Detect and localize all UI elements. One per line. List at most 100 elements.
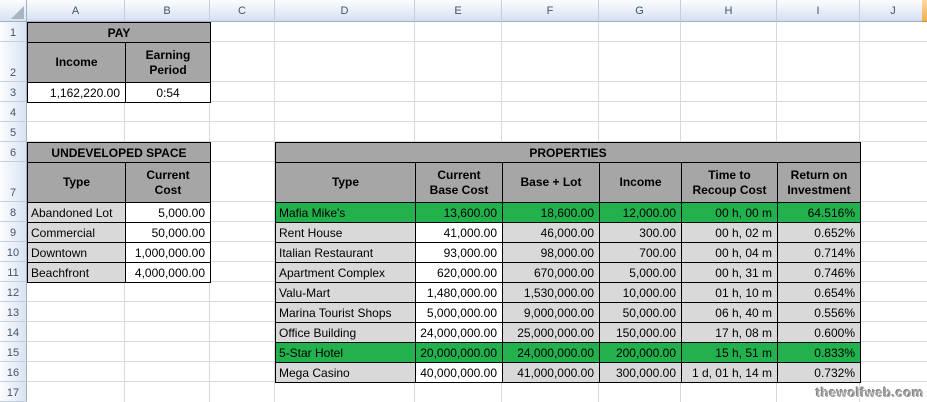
- properties-cell-return-on-investment[interactable]: 0.652%: [778, 223, 861, 243]
- column-header-i[interactable]: I: [777, 0, 860, 22]
- properties-cell-current-base-cost[interactable]: 13,600.00: [416, 203, 503, 223]
- undeveloped-type-cell[interactable]: Abandoned Lot: [28, 203, 126, 223]
- properties-cell-time-to-recoup[interactable]: 00 h, 02 m: [682, 223, 778, 243]
- properties-cell-type[interactable]: Apartment Complex: [276, 263, 416, 283]
- properties-cell-base-plus-lot[interactable]: 1,530,000.00: [503, 283, 600, 303]
- properties-cell-current-base-cost[interactable]: 93,000.00: [416, 243, 503, 263]
- properties-cell-current-base-cost[interactable]: 620,000.00: [416, 263, 503, 283]
- undeveloped-type-cell[interactable]: Commercial: [28, 223, 126, 243]
- properties-header-return-on-investment[interactable]: Return on Investment: [778, 163, 861, 203]
- properties-cell-time-to-recoup[interactable]: 15 h, 51 m: [682, 343, 778, 363]
- row-header-9[interactable]: 9: [0, 222, 27, 242]
- properties-header-time-to-recoup[interactable]: Time to Recoup Cost: [682, 163, 778, 203]
- column-header-j[interactable]: J: [860, 0, 927, 22]
- properties-cell-current-base-cost[interactable]: 40,000,000.00: [416, 363, 503, 383]
- row-header-16[interactable]: 16: [0, 362, 27, 382]
- column-header-e[interactable]: E: [415, 0, 502, 22]
- row-header-6[interactable]: 6: [0, 142, 27, 162]
- properties-cell-time-to-recoup[interactable]: 06 h, 40 m: [682, 303, 778, 323]
- properties-header-base-plus-lot[interactable]: Base + Lot: [503, 163, 600, 203]
- properties-header-current-base-cost[interactable]: Current Base Cost: [416, 163, 503, 203]
- column-header-g[interactable]: G: [599, 0, 681, 22]
- undeveloped-cost-cell[interactable]: 1,000,000.00: [126, 243, 211, 263]
- properties-cell-base-plus-lot[interactable]: 46,000.00: [503, 223, 600, 243]
- properties-cell-base-plus-lot[interactable]: 41,000,000.00: [503, 363, 600, 383]
- column-header-f[interactable]: F: [502, 0, 599, 22]
- properties-cell-income[interactable]: 5,000.00: [600, 263, 682, 283]
- pay-income-value[interactable]: 1,162,220.00: [28, 83, 126, 103]
- properties-cell-current-base-cost[interactable]: 20,000,000.00: [416, 343, 503, 363]
- properties-cell-time-to-recoup[interactable]: 1 d, 01 h, 14 m: [682, 363, 778, 383]
- properties-cell-time-to-recoup[interactable]: 00 h, 31 m: [682, 263, 778, 283]
- properties-cell-return-on-investment[interactable]: 0.714%: [778, 243, 861, 263]
- pay-header-income[interactable]: Income: [28, 43, 126, 83]
- properties-cell-type[interactable]: 5-Star Hotel: [276, 343, 416, 363]
- properties-cell-base-plus-lot[interactable]: 9,000,000.00: [503, 303, 600, 323]
- properties-cell-current-base-cost[interactable]: 5,000,000.00: [416, 303, 503, 323]
- properties-cell-base-plus-lot[interactable]: 25,000,000.00: [503, 323, 600, 343]
- properties-cell-base-plus-lot[interactable]: 670,000.00: [503, 263, 600, 283]
- pay-earning-period-value[interactable]: 0:54: [126, 83, 211, 103]
- row-header-17[interactable]: 17: [0, 382, 27, 402]
- row-header-11[interactable]: 11: [0, 262, 27, 282]
- column-header-b[interactable]: B: [125, 0, 210, 22]
- undeveloped-header-type[interactable]: Type: [28, 163, 126, 203]
- row-header-4[interactable]: 4: [0, 102, 27, 122]
- column-header-h[interactable]: H: [681, 0, 777, 22]
- row-header-3[interactable]: 3: [0, 82, 27, 102]
- properties-cell-income[interactable]: 50,000.00: [600, 303, 682, 323]
- row-header-8[interactable]: 8: [0, 202, 27, 222]
- undeveloped-type-cell[interactable]: Beachfront: [28, 263, 126, 283]
- properties-cell-time-to-recoup[interactable]: 00 h, 04 m: [682, 243, 778, 263]
- properties-cell-current-base-cost[interactable]: 1,480,000.00: [416, 283, 503, 303]
- properties-cell-type[interactable]: Mafia Mike's: [276, 203, 416, 223]
- properties-header-income[interactable]: Income: [600, 163, 682, 203]
- undeveloped-cost-cell[interactable]: 4,000,000.00: [126, 263, 211, 283]
- undeveloped-type-cell[interactable]: Downtown: [28, 243, 126, 263]
- properties-cell-return-on-investment[interactable]: 64.516%: [778, 203, 861, 223]
- row-header-2[interactable]: 2: [0, 42, 27, 82]
- properties-title[interactable]: PROPERTIES: [276, 143, 861, 163]
- properties-cell-return-on-investment[interactable]: 0.556%: [778, 303, 861, 323]
- undeveloped-cost-cell[interactable]: 5,000.00: [126, 203, 211, 223]
- column-header-a[interactable]: A: [27, 0, 125, 22]
- properties-cell-type[interactable]: Mega Casino: [276, 363, 416, 383]
- row-header-7[interactable]: 7: [0, 162, 27, 202]
- undeveloped-cost-cell[interactable]: 50,000.00: [126, 223, 211, 243]
- select-all-corner[interactable]: [0, 0, 27, 22]
- row-header-5[interactable]: 5: [0, 122, 27, 142]
- properties-cell-type[interactable]: Italian Restaurant: [276, 243, 416, 263]
- properties-cell-income[interactable]: 700.00: [600, 243, 682, 263]
- row-header-1[interactable]: 1: [0, 22, 27, 42]
- properties-cell-time-to-recoup[interactable]: 00 h, 00 m: [682, 203, 778, 223]
- column-header-d[interactable]: D: [275, 0, 415, 22]
- properties-cell-type[interactable]: Office Building: [276, 323, 416, 343]
- properties-cell-base-plus-lot[interactable]: 24,000,000.00: [503, 343, 600, 363]
- row-header-15[interactable]: 15: [0, 342, 27, 362]
- pay-header-earning-period[interactable]: Earning Period: [126, 43, 211, 83]
- properties-cell-time-to-recoup[interactable]: 01 h, 10 m: [682, 283, 778, 303]
- properties-cell-base-plus-lot[interactable]: 98,000.00: [503, 243, 600, 263]
- properties-cell-base-plus-lot[interactable]: 18,600.00: [503, 203, 600, 223]
- properties-cell-current-base-cost[interactable]: 41,000.00: [416, 223, 503, 243]
- column-header-c[interactable]: C: [210, 0, 275, 22]
- properties-cell-income[interactable]: 10,000.00: [600, 283, 682, 303]
- properties-cell-time-to-recoup[interactable]: 17 h, 08 m: [682, 323, 778, 343]
- properties-cell-income[interactable]: 150,000.00: [600, 323, 682, 343]
- properties-cell-income[interactable]: 200,000.00: [600, 343, 682, 363]
- row-header-13[interactable]: 13: [0, 302, 27, 322]
- row-header-12[interactable]: 12: [0, 282, 27, 302]
- undeveloped-header-current-cost[interactable]: Current Cost: [126, 163, 211, 203]
- row-header-14[interactable]: 14: [0, 322, 27, 342]
- properties-cell-type[interactable]: Valu-Mart: [276, 283, 416, 303]
- properties-cell-return-on-investment[interactable]: 0.654%: [778, 283, 861, 303]
- properties-cell-current-base-cost[interactable]: 24,000,000.00: [416, 323, 503, 343]
- properties-cell-return-on-investment[interactable]: 0.600%: [778, 323, 861, 343]
- pay-title[interactable]: PAY: [28, 23, 211, 43]
- properties-cell-income[interactable]: 12,000.00: [600, 203, 682, 223]
- properties-cell-income[interactable]: 300.00: [600, 223, 682, 243]
- row-header-10[interactable]: 10: [0, 242, 27, 262]
- properties-cell-return-on-investment[interactable]: 0.732%: [778, 363, 861, 383]
- properties-cell-return-on-investment[interactable]: 0.746%: [778, 263, 861, 283]
- properties-cell-return-on-investment[interactable]: 0.833%: [778, 343, 861, 363]
